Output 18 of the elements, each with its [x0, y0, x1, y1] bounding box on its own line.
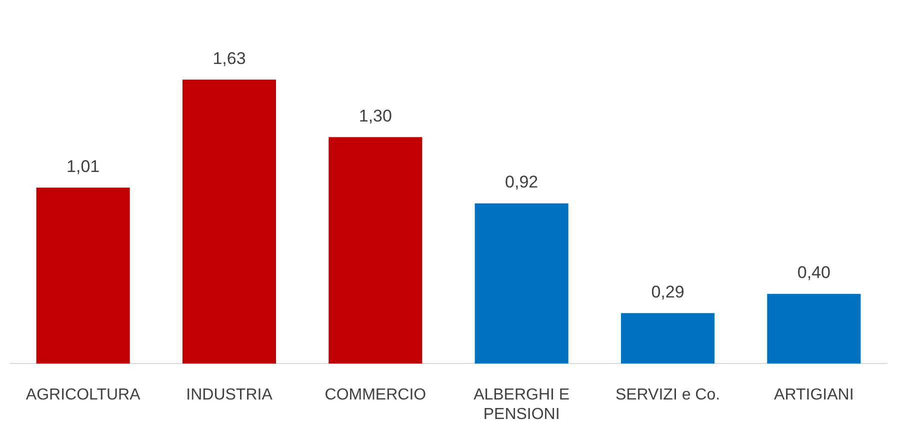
data-label: 1,63 [212, 48, 246, 68]
bar [767, 294, 861, 364]
bar [328, 137, 422, 364]
bar [36, 188, 130, 364]
x-tick-label: ALBERGHI E PENSIONI [474, 386, 570, 423]
x-tick-label: SERVIZI e Co. [615, 386, 720, 404]
x-tick-label: AGRICOLTURA [26, 386, 141, 404]
data-label: 0,92 [505, 172, 538, 192]
data-label: 0,29 [651, 282, 684, 302]
data-label: 1,01 [66, 156, 100, 176]
x-tick-label: ARTIGIANI [774, 386, 854, 404]
x-tick-label: INDUSTRIA [186, 386, 273, 404]
bar [182, 80, 276, 364]
x-tick-label: COMMERCIO [324, 386, 426, 404]
bar [474, 203, 568, 364]
bar [620, 313, 715, 364]
data-label: 1,30 [358, 106, 392, 126]
data-label: 0,40 [797, 263, 830, 282]
